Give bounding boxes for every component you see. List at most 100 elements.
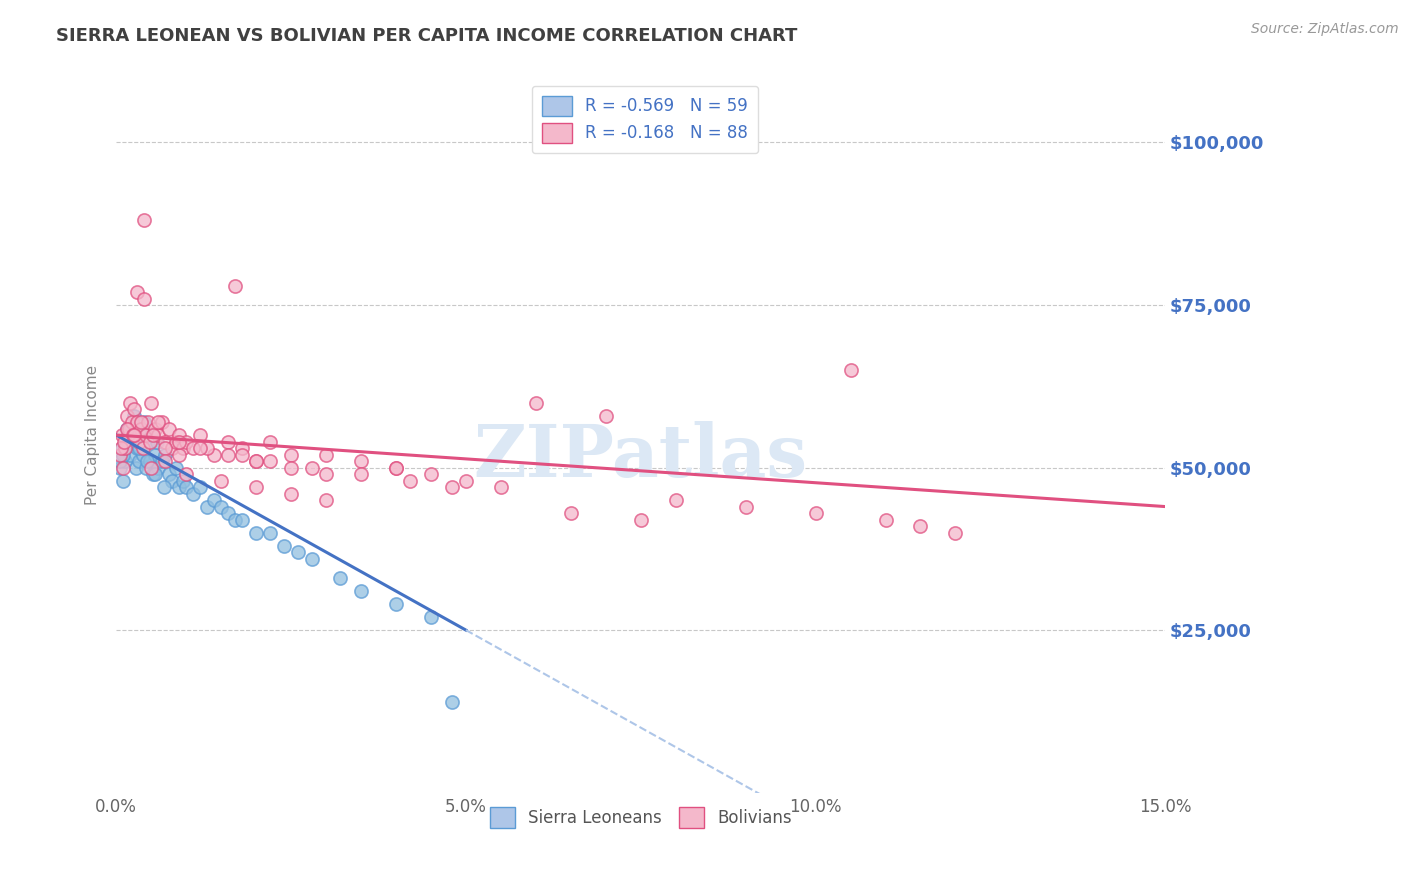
Point <box>120 395 142 409</box>
Point <box>128 434 150 449</box>
Point <box>350 584 373 599</box>
Point <box>132 441 155 455</box>
Point <box>134 292 156 306</box>
Point <box>129 421 152 435</box>
Point <box>110 441 132 455</box>
Point <box>172 441 194 455</box>
Point <box>114 454 136 468</box>
Point <box>440 695 463 709</box>
Point <box>108 460 131 475</box>
Point <box>188 428 211 442</box>
Point <box>420 610 443 624</box>
Point <box>385 597 408 611</box>
Point <box>280 448 302 462</box>
Point <box>122 402 145 417</box>
Legend: Sierra Leoneans, Bolivians: Sierra Leoneans, Bolivians <box>484 801 799 834</box>
Point <box>110 454 132 468</box>
Point <box>245 480 267 494</box>
Point <box>630 512 652 526</box>
Point <box>202 493 225 508</box>
Point <box>385 460 408 475</box>
Point <box>280 460 302 475</box>
Point <box>174 480 197 494</box>
Point <box>524 395 547 409</box>
Point <box>128 441 150 455</box>
Point <box>115 421 138 435</box>
Point <box>167 448 190 462</box>
Point <box>127 285 149 299</box>
Point <box>143 448 166 462</box>
Point <box>135 428 157 442</box>
Point <box>118 434 141 449</box>
Point <box>155 448 177 462</box>
Text: SIERRA LEONEAN VS BOLIVIAN PER CAPITA INCOME CORRELATION CHART: SIERRA LEONEAN VS BOLIVIAN PER CAPITA IN… <box>56 27 797 45</box>
Point <box>165 460 187 475</box>
Point <box>150 454 173 468</box>
Point <box>120 448 142 462</box>
Point <box>245 454 267 468</box>
Point <box>155 454 177 468</box>
Point <box>125 460 148 475</box>
Point <box>329 571 352 585</box>
Point <box>141 395 163 409</box>
Point <box>136 454 159 468</box>
Point <box>245 454 267 468</box>
Point <box>122 428 145 442</box>
Point <box>121 428 143 442</box>
Point <box>111 428 134 442</box>
Point <box>209 474 232 488</box>
Point <box>350 454 373 468</box>
Point <box>118 421 141 435</box>
Point <box>259 454 281 468</box>
Point <box>155 434 177 449</box>
Point <box>134 213 156 227</box>
Point <box>145 467 167 481</box>
Point <box>217 506 239 520</box>
Point <box>489 480 512 494</box>
Point <box>167 434 190 449</box>
Point <box>259 525 281 540</box>
Point <box>127 415 149 429</box>
Point <box>120 421 142 435</box>
Point <box>910 519 932 533</box>
Point <box>181 486 204 500</box>
Point <box>167 428 190 442</box>
Point <box>287 545 309 559</box>
Point <box>124 428 146 442</box>
Point <box>112 434 135 449</box>
Point <box>315 448 337 462</box>
Y-axis label: Per Capita Income: Per Capita Income <box>86 365 100 505</box>
Point <box>148 428 170 442</box>
Point <box>224 512 246 526</box>
Point <box>112 474 135 488</box>
Point <box>155 441 177 455</box>
Point <box>245 525 267 540</box>
Point <box>560 506 582 520</box>
Point <box>142 428 165 442</box>
Point <box>128 454 150 468</box>
Text: Source: ZipAtlas.com: Source: ZipAtlas.com <box>1251 22 1399 37</box>
Point <box>134 415 156 429</box>
Point <box>217 434 239 449</box>
Point <box>157 467 180 481</box>
Point <box>141 428 163 442</box>
Point <box>273 539 295 553</box>
Point <box>143 421 166 435</box>
Point <box>195 441 218 455</box>
Point <box>875 512 897 526</box>
Point <box>301 460 323 475</box>
Point <box>139 454 162 468</box>
Point <box>122 428 145 442</box>
Point <box>224 278 246 293</box>
Point <box>945 525 967 540</box>
Point <box>132 448 155 462</box>
Point <box>160 474 183 488</box>
Point <box>117 434 139 449</box>
Point <box>157 421 180 435</box>
Point <box>125 428 148 442</box>
Text: ZIPatlas: ZIPatlas <box>474 421 808 492</box>
Point <box>112 460 135 475</box>
Point <box>136 434 159 449</box>
Point <box>117 421 139 435</box>
Point <box>167 480 190 494</box>
